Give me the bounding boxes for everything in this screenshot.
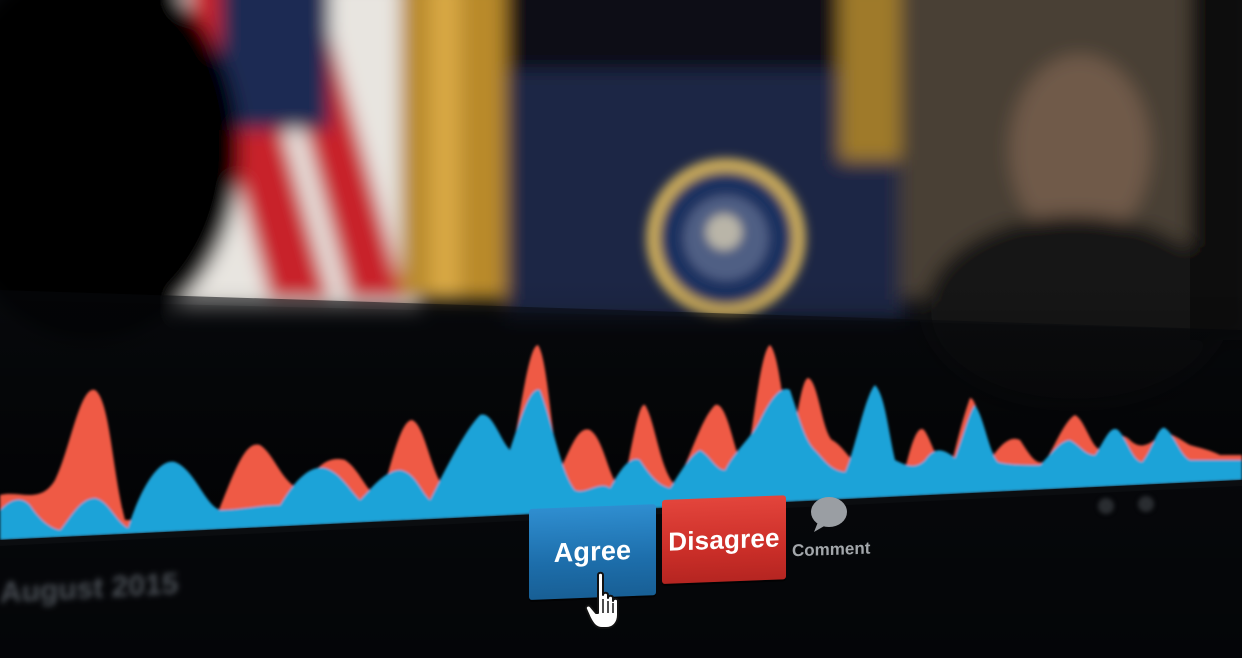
comment-button[interactable]: Comment	[792, 494, 871, 568]
player-control-dot[interactable]	[1138, 496, 1154, 512]
comment-label: Comment	[792, 538, 871, 561]
hand-pointer-icon	[584, 571, 619, 629]
speech-bubble-icon	[811, 497, 847, 532]
player-control-dot[interactable]	[1098, 498, 1114, 514]
disagree-button[interactable]: Disagree	[662, 495, 786, 584]
